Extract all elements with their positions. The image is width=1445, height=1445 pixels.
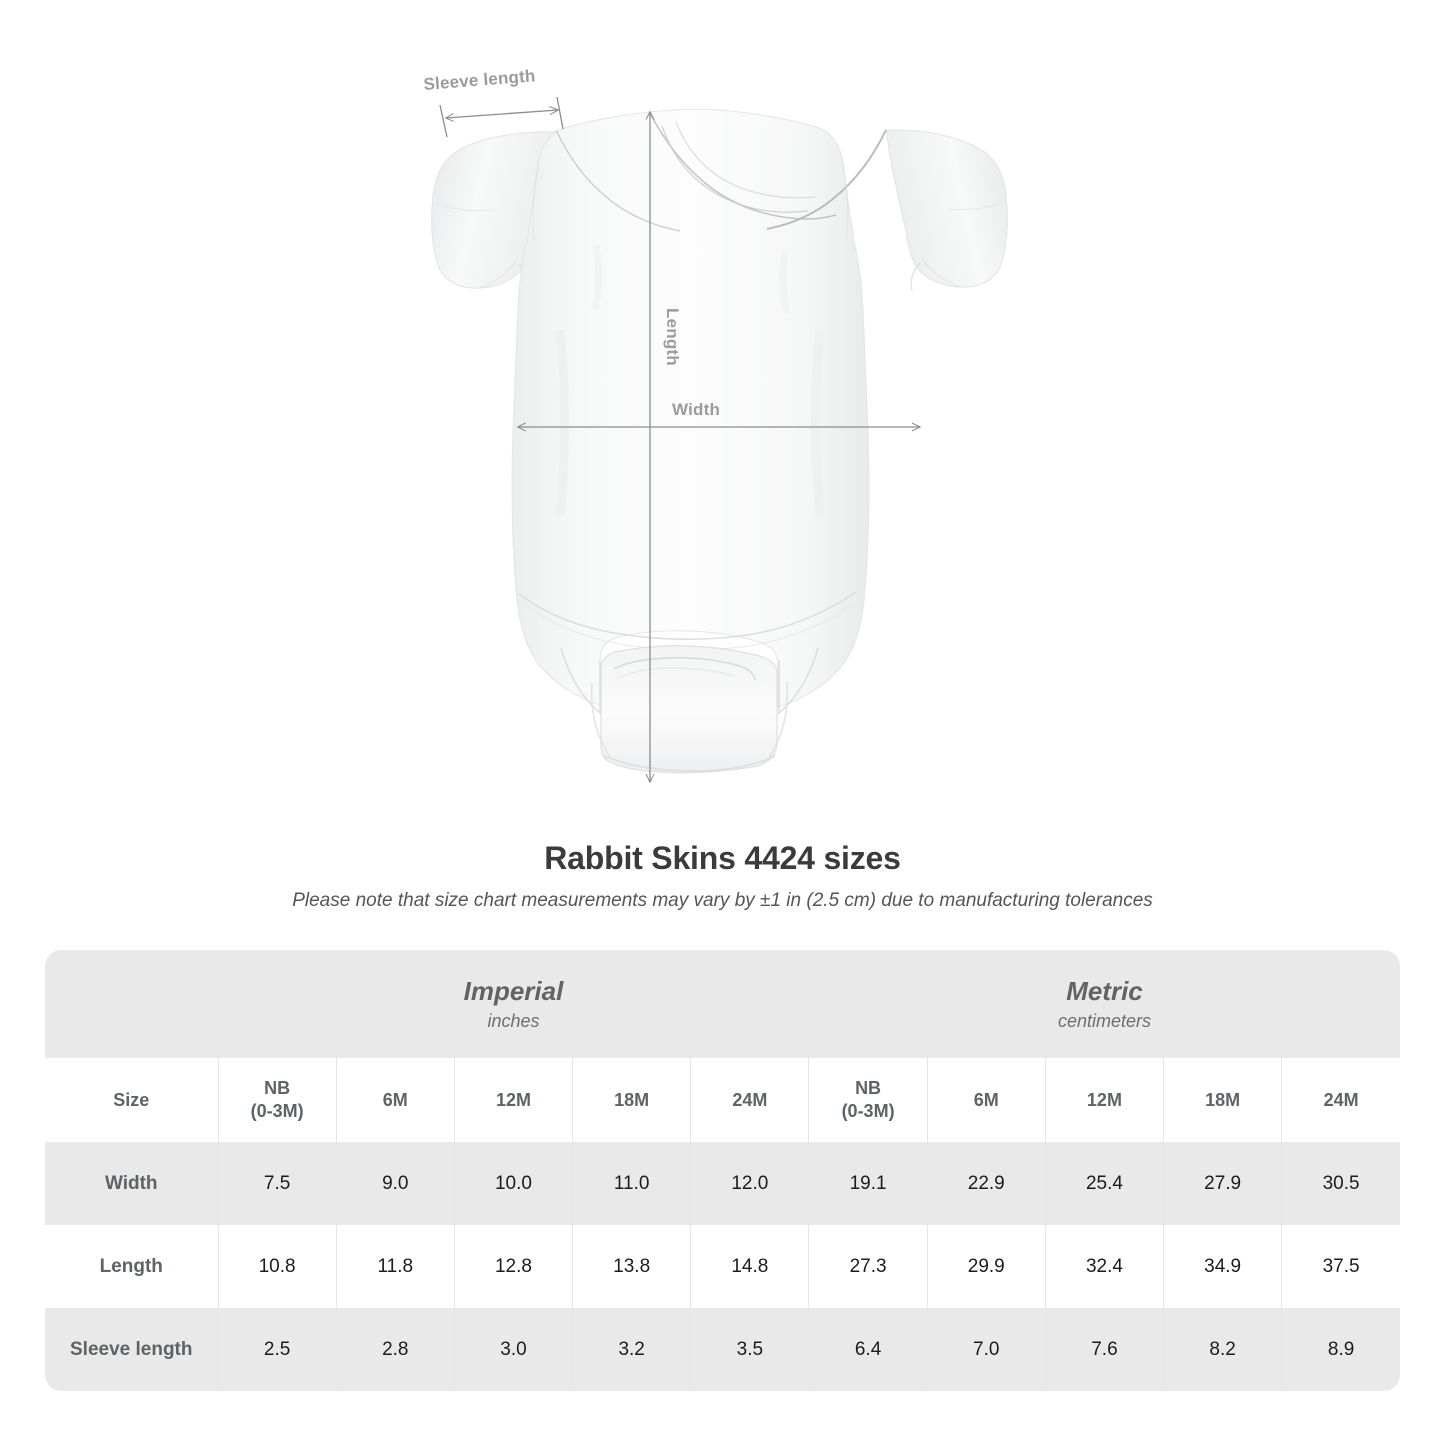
unit-group-imperial: Imperial inches [218, 950, 809, 1058]
table-cell: 7.0 [926, 1308, 1046, 1391]
size-header-main: NB [264, 1078, 291, 1098]
garment-illustration: Sleeve length Length Width [423, 66, 1008, 830]
table-cell: 11.0 [572, 1142, 691, 1225]
table-cell: 3.5 [690, 1308, 809, 1391]
table-row: Width 7.5 9.0 10.0 11.0 12.0 19.1 22.9 2… [45, 1142, 1400, 1225]
size-header-cell: 6M [926, 1058, 1046, 1142]
size-header-sub: (0-3M) [841, 1101, 895, 1121]
table-cell: 22.9 [926, 1142, 1046, 1225]
table-cell: 11.8 [335, 1225, 455, 1308]
table-cell: 7.6 [1044, 1308, 1164, 1391]
table-cell: 34.9 [1163, 1225, 1282, 1308]
table-cell: 37.5 [1281, 1225, 1400, 1308]
table-cell: 19.1 [808, 1142, 928, 1225]
row-label: Sleeve length [45, 1308, 218, 1391]
size-header-main: 6M [973, 1089, 999, 1110]
width-label: Width [672, 400, 720, 419]
table-cell: 29.9 [926, 1225, 1046, 1308]
size-header-main: 6M [382, 1089, 408, 1110]
size-header-main: 18M [1205, 1089, 1241, 1110]
unit-group-imperial-sub: inches [487, 1011, 540, 1031]
table-cell: 2.8 [335, 1308, 455, 1391]
size-header-cell: 24M [1281, 1058, 1400, 1142]
table-cell: 25.4 [1044, 1142, 1164, 1225]
sleeve-length-dimension: Sleeve length [423, 66, 564, 138]
table-cell: 12.8 [453, 1225, 573, 1308]
table-cell: 9.0 [335, 1142, 455, 1225]
size-header-corner: Size [45, 1058, 218, 1142]
row-label: Length [45, 1225, 218, 1308]
size-header-main: 24M [732, 1089, 768, 1110]
size-header-cell: 18M [1163, 1058, 1282, 1142]
size-header-main: 24M [1323, 1089, 1359, 1110]
table-cell: 32.4 [1044, 1225, 1164, 1308]
size-header-row: Size NB (0-3M) 6M 12M 18M 24M [45, 1058, 1400, 1142]
table-row: Length 10.8 11.8 12.8 13.8 14.8 27.3 29.… [45, 1225, 1400, 1308]
crotch-snap-panel [590, 645, 789, 774]
table-cell: 3.2 [572, 1308, 691, 1391]
table-cell: 7.5 [217, 1142, 337, 1225]
table-cell: 13.8 [572, 1225, 691, 1308]
size-header-cell: NB (0-3M) [808, 1058, 928, 1142]
table-cell: 3.0 [453, 1308, 573, 1391]
table-cell: 12.0 [690, 1142, 809, 1225]
size-table-container: Imperial inches Metric centimeters Size … [45, 950, 1400, 1391]
size-header-cell: 24M [690, 1058, 809, 1142]
table-row: Sleeve length 2.5 2.8 3.0 3.2 3.5 6.4 7.… [45, 1308, 1400, 1391]
page-title: Rabbit Skins 4424 sizes [544, 840, 901, 876]
length-label: Length [663, 308, 682, 366]
table-cell: 27.3 [808, 1225, 928, 1308]
unit-group-metric-sub: centimeters [1057, 1011, 1151, 1031]
bodysuit-body [511, 108, 887, 715]
table-cell: 8.2 [1163, 1308, 1282, 1391]
table-cell: 30.5 [1281, 1142, 1400, 1225]
size-header-cell: 18M [572, 1058, 691, 1142]
size-header-cell: 12M [1044, 1058, 1164, 1142]
sleeve-length-label: Sleeve length [423, 66, 536, 94]
size-header-cell: NB (0-3M) [217, 1058, 337, 1142]
table-cell: 10.8 [217, 1225, 337, 1308]
right-sleeve [885, 129, 1008, 292]
size-header-main: 12M [495, 1089, 531, 1110]
size-header-cell: 6M [335, 1058, 455, 1142]
title-block: Rabbit Skins 4424 sizes Please note that… [0, 838, 1445, 914]
unit-group-metric: Metric centimeters [808, 950, 1400, 1058]
unit-group-metric-name: Metric [1066, 976, 1143, 1006]
tolerance-note: Please note that size chart measurements… [292, 890, 1153, 911]
width-dimension: Width [518, 400, 920, 427]
length-dimension: Length [650, 112, 682, 782]
size-header-main: 18M [614, 1089, 650, 1110]
table-cell: 14.8 [690, 1225, 809, 1308]
size-header-main: NB [855, 1078, 882, 1098]
size-header-cell: 12M [453, 1058, 573, 1142]
unit-header-row: Imperial inches Metric centimeters [45, 950, 1400, 1058]
table-cell: 6.4 [808, 1308, 928, 1391]
size-table: Imperial inches Metric centimeters Size … [45, 950, 1400, 1391]
unit-header-spacer [45, 950, 218, 1058]
table-cell: 2.5 [217, 1308, 337, 1391]
row-label: Width [45, 1142, 218, 1225]
size-header-main: 12M [1086, 1089, 1122, 1110]
table-cell: 8.9 [1281, 1308, 1400, 1391]
table-cell: 27.9 [1163, 1142, 1282, 1225]
unit-group-imperial-name: Imperial [463, 976, 564, 1006]
table-cell: 10.0 [453, 1142, 573, 1225]
size-header-sub: (0-3M) [250, 1101, 304, 1121]
